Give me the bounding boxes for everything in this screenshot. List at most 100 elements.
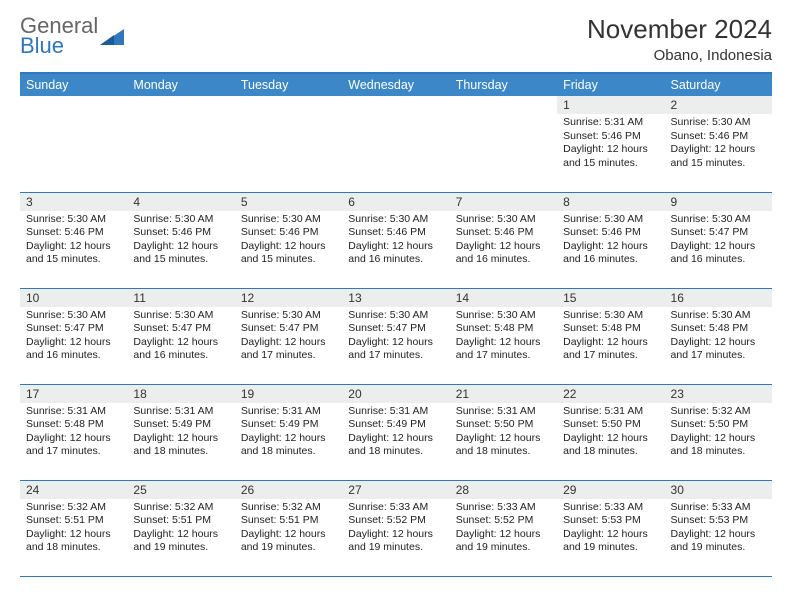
calendar-cell: 14Sunrise: 5:30 AMSunset: 5:48 PMDayligh… <box>450 288 557 384</box>
calendar-cell: 3Sunrise: 5:30 AMSunset: 5:46 PMDaylight… <box>20 192 127 288</box>
day-number: 5 <box>235 193 342 211</box>
day-details: Sunrise: 5:30 AMSunset: 5:47 PMDaylight:… <box>342 307 449 368</box>
calendar-body: 1Sunrise: 5:31 AMSunset: 5:46 PMDaylight… <box>20 96 772 576</box>
day-number: 20 <box>342 385 449 403</box>
calendar-row: 17Sunrise: 5:31 AMSunset: 5:48 PMDayligh… <box>20 384 772 480</box>
calendar-cell: 10Sunrise: 5:30 AMSunset: 5:47 PMDayligh… <box>20 288 127 384</box>
day-details: Sunrise: 5:30 AMSunset: 5:48 PMDaylight:… <box>557 307 664 368</box>
day-number: 8 <box>557 193 664 211</box>
calendar-cell: 8Sunrise: 5:30 AMSunset: 5:46 PMDaylight… <box>557 192 664 288</box>
weekday-header: Sunday <box>20 73 127 96</box>
location-subtitle: Obano, Indonesia <box>587 47 772 64</box>
day-details: Sunrise: 5:31 AMSunset: 5:49 PMDaylight:… <box>127 403 234 464</box>
day-number: 23 <box>665 385 772 403</box>
day-number: 3 <box>20 193 127 211</box>
calendar-cell <box>342 96 449 192</box>
day-number: 9 <box>665 193 772 211</box>
calendar-cell: 30Sunrise: 5:33 AMSunset: 5:53 PMDayligh… <box>665 480 772 576</box>
day-details: Sunrise: 5:31 AMSunset: 5:50 PMDaylight:… <box>450 403 557 464</box>
calendar-row: 10Sunrise: 5:30 AMSunset: 5:47 PMDayligh… <box>20 288 772 384</box>
header: General Blue November 2024 Obano, Indone… <box>20 14 772 64</box>
calendar-cell: 24Sunrise: 5:32 AMSunset: 5:51 PMDayligh… <box>20 480 127 576</box>
day-number: 21 <box>450 385 557 403</box>
logo: General Blue <box>20 14 124 58</box>
day-number: 17 <box>20 385 127 403</box>
day-details: Sunrise: 5:30 AMSunset: 5:47 PMDaylight:… <box>127 307 234 368</box>
calendar-cell: 4Sunrise: 5:30 AMSunset: 5:46 PMDaylight… <box>127 192 234 288</box>
calendar-cell <box>20 96 127 192</box>
day-number: 16 <box>665 289 772 307</box>
day-number: 29 <box>557 481 664 499</box>
day-details: Sunrise: 5:31 AMSunset: 5:49 PMDaylight:… <box>342 403 449 464</box>
calendar-cell: 12Sunrise: 5:30 AMSunset: 5:47 PMDayligh… <box>235 288 342 384</box>
calendar-cell: 16Sunrise: 5:30 AMSunset: 5:48 PMDayligh… <box>665 288 772 384</box>
calendar-cell: 18Sunrise: 5:31 AMSunset: 5:49 PMDayligh… <box>127 384 234 480</box>
weekday-header: Friday <box>557 73 664 96</box>
calendar-cell: 26Sunrise: 5:32 AMSunset: 5:51 PMDayligh… <box>235 480 342 576</box>
calendar-cell: 11Sunrise: 5:30 AMSunset: 5:47 PMDayligh… <box>127 288 234 384</box>
calendar-cell: 17Sunrise: 5:31 AMSunset: 5:48 PMDayligh… <box>20 384 127 480</box>
day-details: Sunrise: 5:30 AMSunset: 5:46 PMDaylight:… <box>20 211 127 272</box>
day-number: 1 <box>557 96 664 114</box>
weekday-header: Tuesday <box>235 73 342 96</box>
day-number: 14 <box>450 289 557 307</box>
day-details: Sunrise: 5:30 AMSunset: 5:46 PMDaylight:… <box>450 211 557 272</box>
calendar-cell: 19Sunrise: 5:31 AMSunset: 5:49 PMDayligh… <box>235 384 342 480</box>
day-details: Sunrise: 5:30 AMSunset: 5:47 PMDaylight:… <box>235 307 342 368</box>
day-number: 24 <box>20 481 127 499</box>
day-details: Sunrise: 5:33 AMSunset: 5:53 PMDaylight:… <box>665 499 772 560</box>
day-number: 10 <box>20 289 127 307</box>
day-details: Sunrise: 5:30 AMSunset: 5:46 PMDaylight:… <box>557 211 664 272</box>
day-number: 13 <box>342 289 449 307</box>
calendar-cell: 5Sunrise: 5:30 AMSunset: 5:46 PMDaylight… <box>235 192 342 288</box>
day-details: Sunrise: 5:32 AMSunset: 5:51 PMDaylight:… <box>20 499 127 560</box>
day-number: 15 <box>557 289 664 307</box>
day-details: Sunrise: 5:30 AMSunset: 5:47 PMDaylight:… <box>665 211 772 272</box>
calendar-cell: 13Sunrise: 5:30 AMSunset: 5:47 PMDayligh… <box>342 288 449 384</box>
calendar-cell: 15Sunrise: 5:30 AMSunset: 5:48 PMDayligh… <box>557 288 664 384</box>
calendar-cell: 29Sunrise: 5:33 AMSunset: 5:53 PMDayligh… <box>557 480 664 576</box>
calendar-cell: 2Sunrise: 5:30 AMSunset: 5:46 PMDaylight… <box>665 96 772 192</box>
day-number: 7 <box>450 193 557 211</box>
day-number: 12 <box>235 289 342 307</box>
calendar-cell: 22Sunrise: 5:31 AMSunset: 5:50 PMDayligh… <box>557 384 664 480</box>
day-details: Sunrise: 5:31 AMSunset: 5:46 PMDaylight:… <box>557 114 664 175</box>
day-number: 27 <box>342 481 449 499</box>
day-details: Sunrise: 5:30 AMSunset: 5:47 PMDaylight:… <box>20 307 127 368</box>
day-number: 30 <box>665 481 772 499</box>
calendar-cell <box>235 96 342 192</box>
day-details: Sunrise: 5:32 AMSunset: 5:51 PMDaylight:… <box>235 499 342 560</box>
day-number: 22 <box>557 385 664 403</box>
calendar-cell: 1Sunrise: 5:31 AMSunset: 5:46 PMDaylight… <box>557 96 664 192</box>
weekday-header: Wednesday <box>342 73 449 96</box>
day-number: 6 <box>342 193 449 211</box>
day-details: Sunrise: 5:32 AMSunset: 5:50 PMDaylight:… <box>665 403 772 464</box>
calendar-cell <box>450 96 557 192</box>
calendar-cell: 6Sunrise: 5:30 AMSunset: 5:46 PMDaylight… <box>342 192 449 288</box>
calendar-cell <box>127 96 234 192</box>
logo-triangle-icon <box>100 27 124 47</box>
calendar-cell: 20Sunrise: 5:31 AMSunset: 5:49 PMDayligh… <box>342 384 449 480</box>
calendar-cell: 25Sunrise: 5:32 AMSunset: 5:51 PMDayligh… <box>127 480 234 576</box>
calendar-row: 3Sunrise: 5:30 AMSunset: 5:46 PMDaylight… <box>20 192 772 288</box>
day-details: Sunrise: 5:30 AMSunset: 5:46 PMDaylight:… <box>342 211 449 272</box>
day-details: Sunrise: 5:30 AMSunset: 5:48 PMDaylight:… <box>665 307 772 368</box>
weekday-header: Saturday <box>665 73 772 96</box>
day-details: Sunrise: 5:32 AMSunset: 5:51 PMDaylight:… <box>127 499 234 560</box>
day-number: 4 <box>127 193 234 211</box>
weekday-header: Thursday <box>450 73 557 96</box>
day-details: Sunrise: 5:33 AMSunset: 5:53 PMDaylight:… <box>557 499 664 560</box>
day-details: Sunrise: 5:30 AMSunset: 5:46 PMDaylight:… <box>235 211 342 272</box>
day-number: 18 <box>127 385 234 403</box>
day-details: Sunrise: 5:30 AMSunset: 5:46 PMDaylight:… <box>127 211 234 272</box>
calendar-cell: 21Sunrise: 5:31 AMSunset: 5:50 PMDayligh… <box>450 384 557 480</box>
day-number: 28 <box>450 481 557 499</box>
day-number: 26 <box>235 481 342 499</box>
calendar-cell: 9Sunrise: 5:30 AMSunset: 5:47 PMDaylight… <box>665 192 772 288</box>
day-number: 25 <box>127 481 234 499</box>
calendar-cell: 23Sunrise: 5:32 AMSunset: 5:50 PMDayligh… <box>665 384 772 480</box>
day-number: 11 <box>127 289 234 307</box>
calendar-table: SundayMondayTuesdayWednesdayThursdayFrid… <box>20 72 772 577</box>
day-details: Sunrise: 5:31 AMSunset: 5:48 PMDaylight:… <box>20 403 127 464</box>
day-number: 19 <box>235 385 342 403</box>
